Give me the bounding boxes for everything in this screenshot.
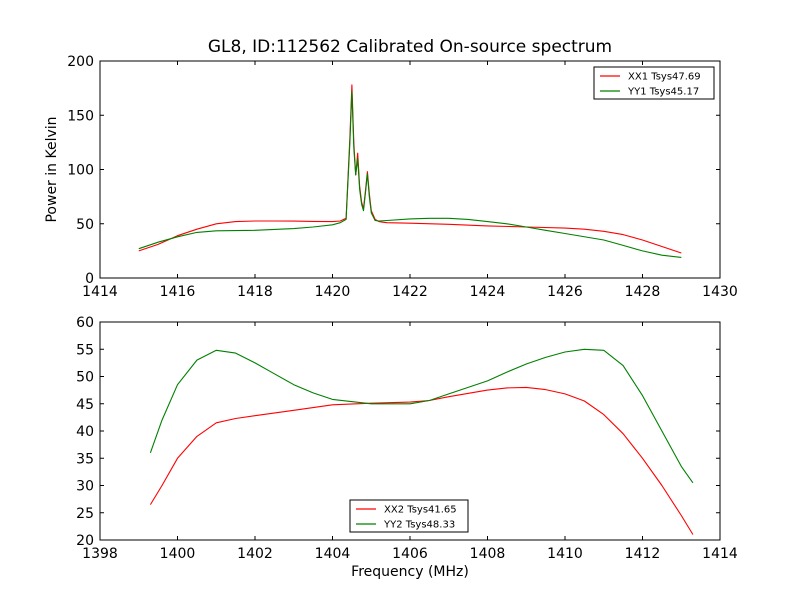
series-line-yy [149,348,694,484]
legend-box [349,499,469,533]
legend-label: XX2 Tsys41.65 [384,505,457,516]
legend-box [593,66,715,100]
x-tick-label: 1398 [82,546,118,562]
legend: XX2 Tsys41.65 YY2 Tsys48.33 [349,499,469,533]
series-line-yy [138,90,682,258]
x-tick-label: 1406 [392,546,428,562]
x-tick-label: 1408 [470,546,506,562]
x-tick-label: 1424 [470,284,506,300]
x-tick-label: 1400 [160,546,196,562]
y-axis-label: Power in Kelvin [44,116,60,222]
x-tick-label: 1414 [82,284,118,300]
y-tick-label: 20 [76,533,94,549]
x-tick-label: 1410 [547,546,583,562]
y-tick-label: 200 [67,54,94,70]
y-tick-label: 60 [76,315,94,331]
y-tick-label: 150 [67,108,94,124]
x-tick-label: 1412 [625,546,661,562]
y-tick-label: 0 [85,271,94,287]
y-tick-label: 40 [76,424,94,440]
y-tick-label: 100 [67,163,94,179]
x-tick-label: 1416 [160,284,196,300]
x-tick-label: 1420 [315,284,351,300]
legend-label: XX1 Tsys47.69 [628,72,701,83]
top-plot: 1414 1416 1418 1420 1422 1424 1426 1428 1430 0 50 1… [67,54,738,300]
legend-label: YY1 Tsys45.17 [627,87,699,98]
x-tick-label: 1428 [625,284,661,300]
y-tick-label: 50 [76,370,94,386]
x-axis-label: Frequency (MHz) [351,564,469,580]
y-tick-label: 35 [76,451,94,467]
legend-label: YY2 Tsys48.33 [383,520,455,531]
y-tick-label: 55 [76,342,94,358]
x-tick-label: 1402 [237,546,273,562]
bottom-plot: 1398 1400 1402 1404 1406 1408 1410 1412 1414 20 25… [76,315,738,562]
x-tick-label: 1430 [702,284,738,300]
y-tick-label: 45 [76,397,94,413]
y-tick-label: 25 [76,506,94,522]
y-tick-label: 50 [76,217,94,233]
legend: XX1 Tsys47.69 YY1 Tsys45.17 [593,66,715,100]
series-line-xx [149,386,694,535]
x-tick-label: 1404 [315,546,351,562]
x-tick-label: 1426 [547,284,583,300]
x-tick-label: 1422 [392,284,428,300]
y-tick-label: 30 [76,479,94,495]
x-tick-label: 1414 [702,546,738,562]
x-tick-label: 1418 [237,284,273,300]
chart-title: GL8, ID:112562 Calibrated On-source spec… [208,37,612,57]
